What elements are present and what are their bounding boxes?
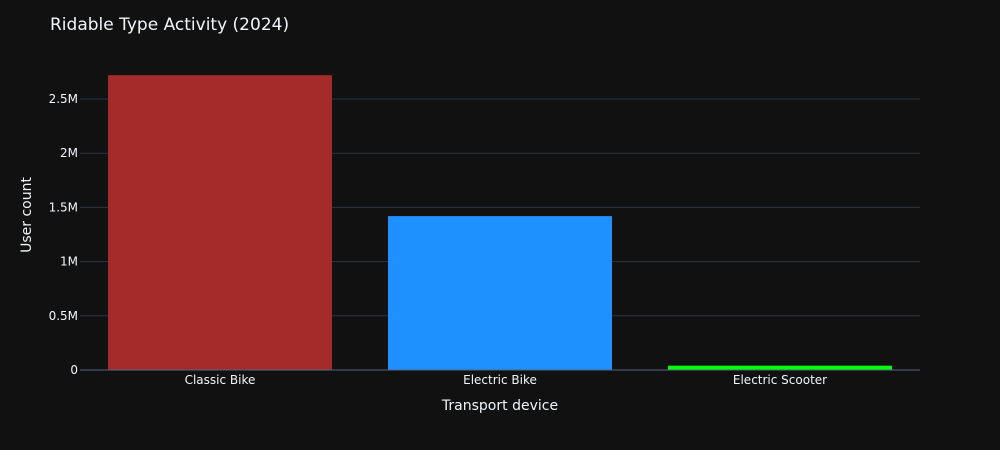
y-axis-ticks: 0 0.5M 1M 1.5M 2M 2.5M bbox=[49, 92, 78, 377]
bars bbox=[80, 75, 920, 371]
x-axis-ticks: Classic Bike Electric Bike Electric Scoote… bbox=[185, 373, 828, 387]
y-tick-label: 0 bbox=[70, 363, 78, 377]
chart-title: Ridable Type Activity (2024) bbox=[50, 15, 289, 35]
x-axis-title: Transport device bbox=[441, 398, 558, 414]
x-tick-label: Electric Bike bbox=[463, 373, 537, 387]
y-tick-label: 2.5M bbox=[49, 92, 78, 106]
bar-electric-bike[interactable] bbox=[388, 216, 612, 370]
x-tick-label: Classic Bike bbox=[185, 373, 256, 387]
y-tick-label: 1M bbox=[60, 255, 78, 269]
y-tick-label: 0.5M bbox=[49, 309, 78, 323]
y-axis-title: User count bbox=[19, 177, 35, 253]
bar-classic-bike[interactable] bbox=[108, 75, 332, 370]
bar-electric-scooter[interactable] bbox=[668, 365, 892, 370]
y-tick-label: 1.5M bbox=[49, 200, 78, 214]
y-tick-label: 2M bbox=[60, 146, 78, 160]
x-tick-label: Electric Scooter bbox=[733, 373, 827, 387]
